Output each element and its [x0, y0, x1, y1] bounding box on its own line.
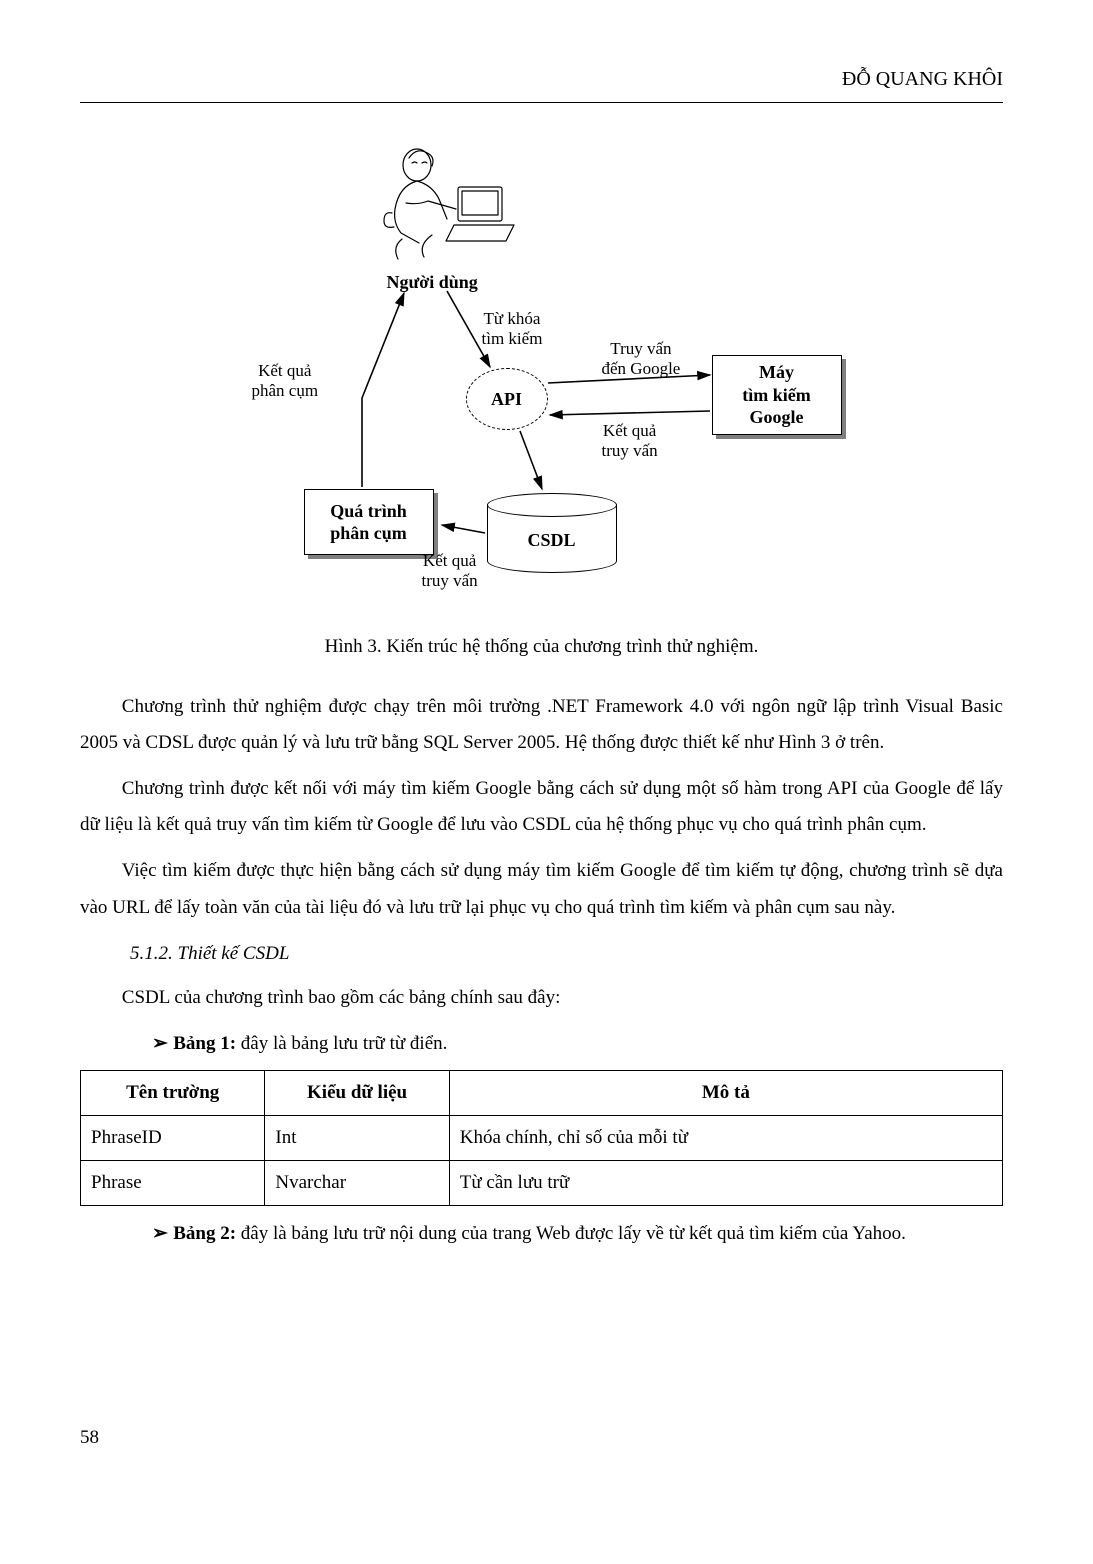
- cell: Nvarchar: [265, 1161, 449, 1206]
- api-label: API: [491, 382, 522, 416]
- table-header-row: Tên trường Kiểu dữ liệu Mô tả: [81, 1070, 1003, 1115]
- subsection-heading: 5.1.2. Thiết kế CSDL: [130, 936, 1003, 972]
- th-data-type: Kiểu dữ liệu: [265, 1070, 449, 1115]
- header-rule: [80, 102, 1003, 103]
- cell: Int: [265, 1116, 449, 1161]
- bullet1-text: đây là bảng lưu trữ từ điển.: [241, 1033, 448, 1054]
- table-row: PhraseID Int Khóa chính, chỉ số của mỗi …: [81, 1116, 1003, 1161]
- bullet-arrow-icon: ➢: [152, 1033, 173, 1054]
- cell: Từ cần lưu trữ: [449, 1161, 1002, 1206]
- user-clipart-icon: [362, 143, 522, 263]
- bullet-table-1: ➢ Bảng 1: đây là bảng lưu trữ từ điển.: [152, 1026, 1003, 1062]
- edge-label-query-google: Truy vấn đến Google: [602, 339, 681, 380]
- bullet2-prefix: Bảng 2:: [173, 1223, 236, 1244]
- table-1: Tên trường Kiểu dữ liệu Mô tả PhraseID I…: [80, 1070, 1003, 1206]
- edge-label-cluster-result: Kết quả phân cụm: [252, 361, 319, 402]
- google-label-2: tìm kiếm: [742, 384, 810, 407]
- api-node: API: [466, 368, 548, 430]
- paragraph-2: Chương trình được kết nối với máy tìm ki…: [80, 771, 1003, 843]
- database-node: CSDL: [487, 493, 617, 573]
- bullet1-prefix: Bảng 1:: [173, 1033, 236, 1054]
- cluster-label-1: Quá trình: [330, 500, 407, 523]
- table-row: Phrase Nvarchar Từ cần lưu trữ: [81, 1161, 1003, 1206]
- figure-3-diagram: Người dùng API Máy tìm kiếm Google Quá t…: [232, 143, 852, 623]
- bullet-table-2: ➢ Bảng 2: đây là bảng lưu trữ nội dung c…: [152, 1216, 1003, 1252]
- edge-label-query-result-2: Kết quả truy vấn: [422, 551, 478, 592]
- google-search-engine-node: Máy tìm kiếm Google: [712, 355, 842, 435]
- edge-label-query-result-1: Kết quả truy vấn: [602, 421, 658, 462]
- cell: Khóa chính, chỉ số của mỗi từ: [449, 1116, 1002, 1161]
- th-description: Mô tả: [449, 1070, 1002, 1115]
- cell: PhraseID: [81, 1116, 265, 1161]
- bullet2-text: đây là bảng lưu trữ nội dung của trang W…: [241, 1223, 906, 1244]
- user-label: Người dùng: [387, 265, 478, 299]
- clustering-process-node: Quá trình phân cụm: [304, 489, 434, 555]
- database-label: CSDL: [487, 523, 617, 557]
- edge-label-keyword: Từ khóa tìm kiếm: [482, 309, 543, 350]
- page-number: 58: [80, 1420, 1003, 1456]
- cluster-label-2: phân cụm: [330, 522, 407, 545]
- bullet-arrow-icon: ➢: [152, 1223, 173, 1244]
- google-label-3: Google: [750, 406, 804, 429]
- paragraph-3: Việc tìm kiếm được thực hiện bằng cách s…: [80, 853, 1003, 925]
- th-field-name: Tên trường: [81, 1070, 265, 1115]
- google-label-1: Máy: [759, 361, 794, 384]
- header-author: ĐỖ QUANG KHÔI: [80, 60, 1003, 98]
- cell: Phrase: [81, 1161, 265, 1206]
- csdl-intro: CSDL của chương trình bao gồm các bảng c…: [80, 980, 1003, 1016]
- paragraph-1: Chương trình thử nghiệm được chạy trên m…: [80, 689, 1003, 761]
- figure-caption: Hình 3. Kiến trúc hệ thống của chương tr…: [80, 629, 1003, 665]
